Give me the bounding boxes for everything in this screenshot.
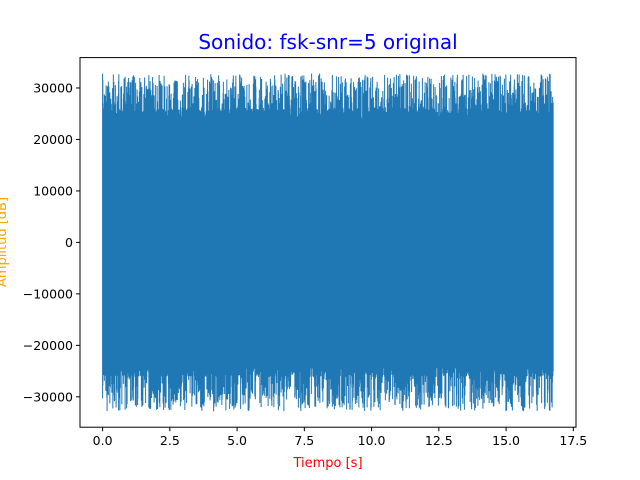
series-layer	[102, 73, 554, 412]
x-tick-label: 5.0	[227, 433, 247, 448]
y-tick-label: −10000	[23, 286, 73, 301]
x-tick-label: 17.5	[559, 433, 587, 448]
x-tick-label: 15.0	[492, 433, 520, 448]
y-axis: −30000 −20000 −10000 0 10000 20000 30000	[23, 80, 80, 404]
x-axis: 0.0 2.5 5.0 7.5 10.0 12.5 15.0 17.5	[93, 427, 587, 448]
x-tick-label: 2.5	[160, 433, 180, 448]
x-tick-label: 7.5	[294, 433, 314, 448]
y-tick-label: −30000	[23, 389, 73, 404]
x-tick-label: 0.0	[93, 433, 113, 448]
series-line	[102, 73, 554, 412]
y-tick-label: 30000	[33, 80, 73, 95]
x-axis-label: Tiempo [s]	[292, 456, 362, 471]
chart-title: Sonido: fsk-snr=5 original	[198, 30, 457, 54]
x-tick-label: 10.0	[358, 433, 386, 448]
y-tick-label: 0	[65, 235, 73, 250]
y-axis-label: Amplitud [dB]	[0, 197, 10, 287]
x-tick-label: 12.5	[425, 433, 453, 448]
y-tick-label: 20000	[33, 132, 73, 147]
y-tick-label: −20000	[23, 338, 73, 353]
y-tick-label: 10000	[33, 183, 73, 198]
